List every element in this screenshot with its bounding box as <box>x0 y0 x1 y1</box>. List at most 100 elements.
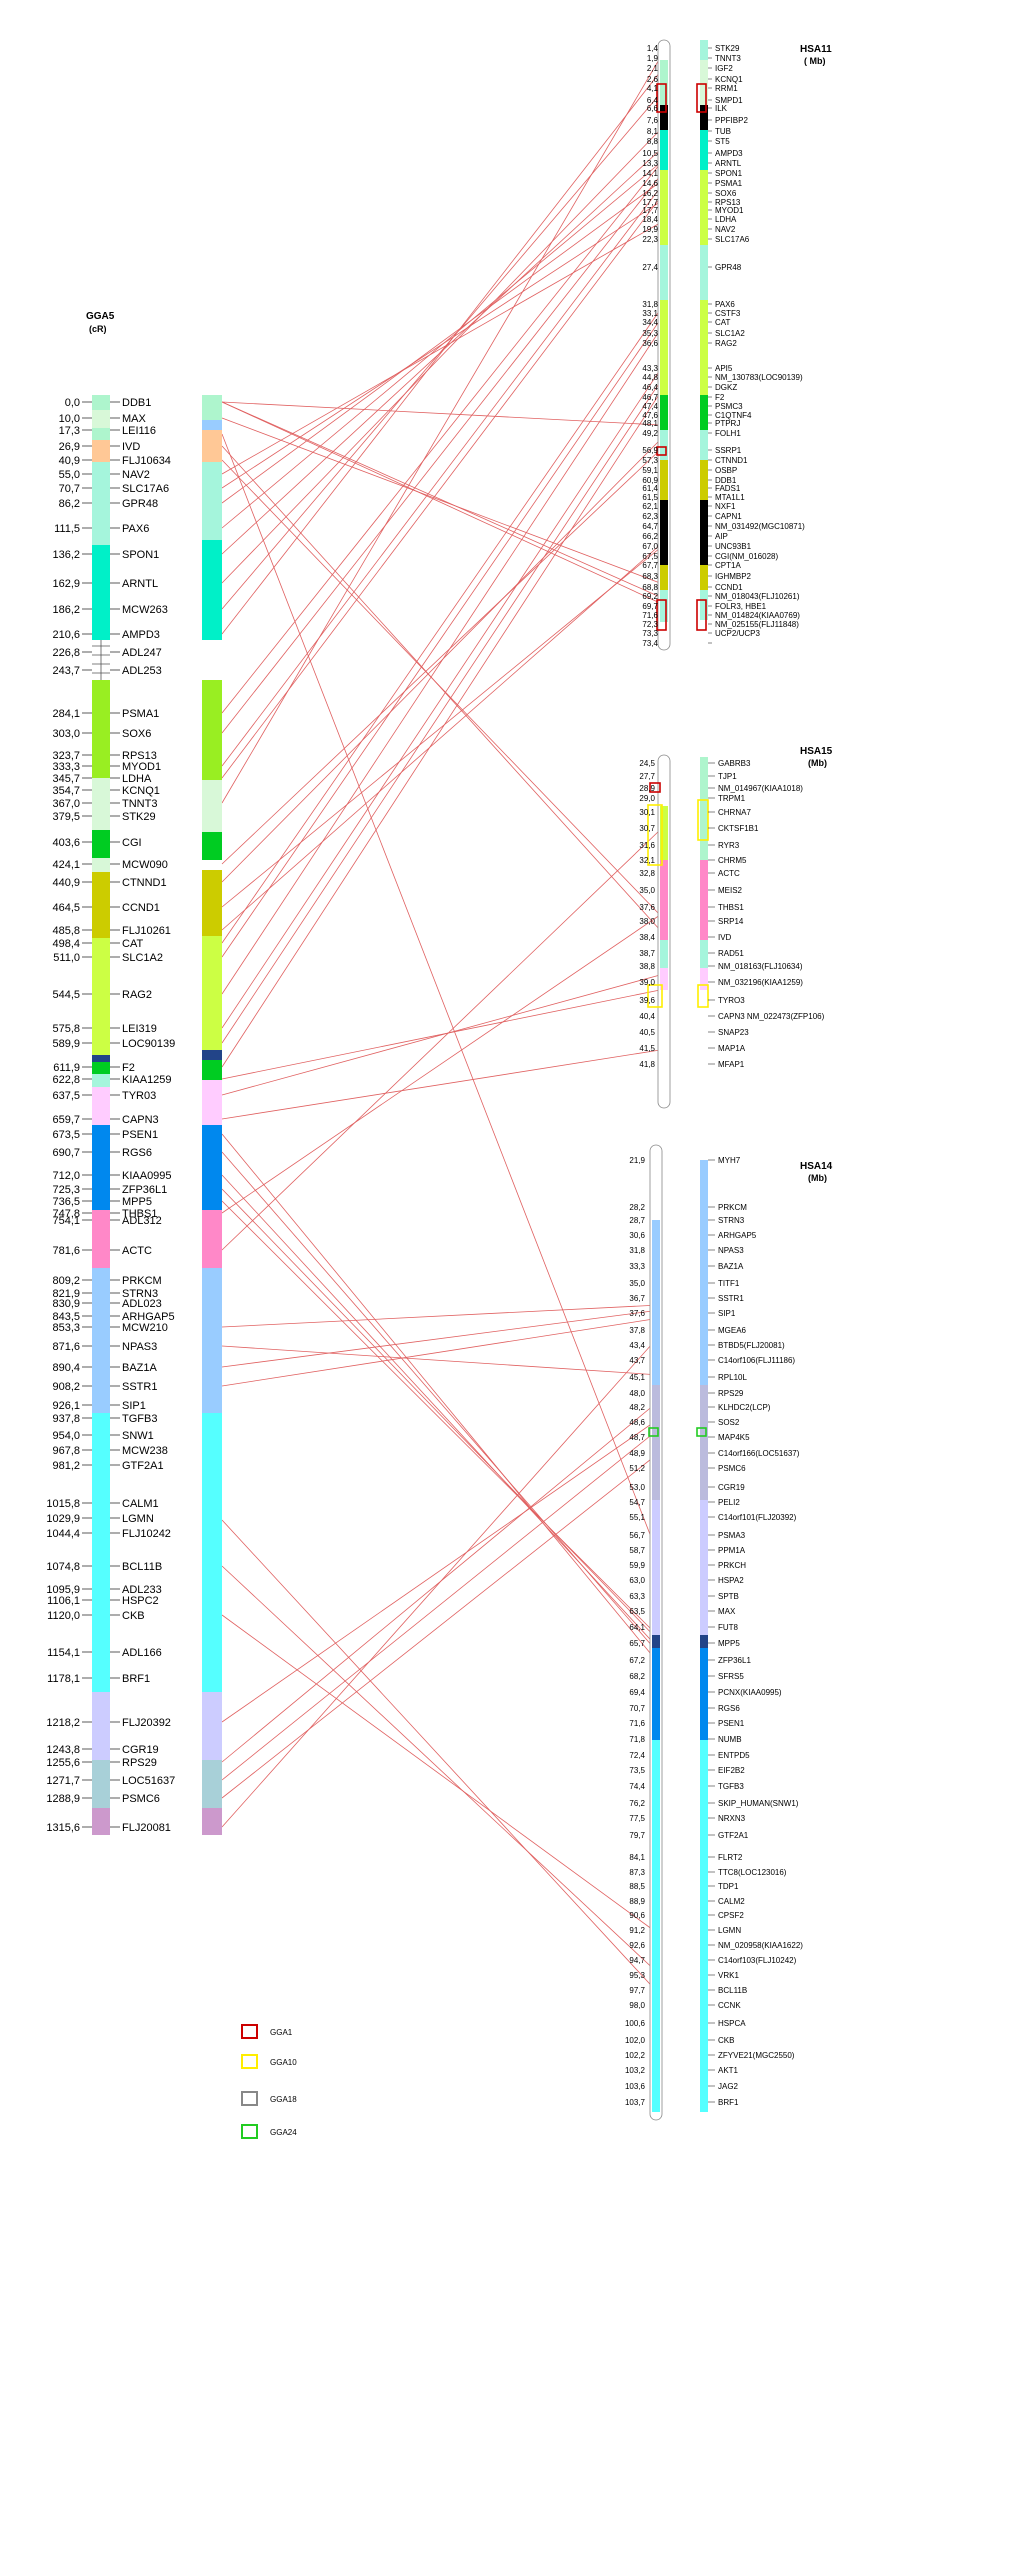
gga5-pos-adl166: 1154,1 <box>47 1647 80 1659</box>
gga5-marker-max: MAX <box>122 413 147 425</box>
hsa11-marker-cat: CAT <box>715 318 731 327</box>
gga5-segment <box>92 545 110 640</box>
gga5-bar <box>92 395 110 1835</box>
hsa11-marker-capn1: CAPN1 <box>715 512 742 521</box>
hsa15-segment <box>660 806 668 860</box>
gga5-marker-ckb: CKB <box>122 1610 145 1622</box>
connector-line <box>221 309 661 944</box>
gga5-marker-adl233: ADL233 <box>122 1584 162 1596</box>
hsa15-pos-chrna7: 30,1 <box>639 808 655 817</box>
connector-line <box>221 1188 661 1643</box>
hsa11-marker-spon1: SPON1 <box>715 169 743 178</box>
gga5-pos-flj10634: 40,9 <box>59 455 80 467</box>
hsa11-marker-ctnnd1: CTNND1 <box>715 456 748 465</box>
hsa14-marker-ccnk: CCNK <box>718 2001 741 2010</box>
gga5-marker-ccnd1: CCND1 <box>122 902 160 914</box>
hsa14-pos-max: 63,5 <box>629 1607 645 1616</box>
hsa15-homology-box <box>697 799 709 841</box>
gga5-marker-ampd3: AMPD3 <box>122 629 160 641</box>
connector-line <box>221 1200 661 1639</box>
gga5-segment <box>92 938 110 1055</box>
gga5-marker-slc17a6: SLC17A6 <box>122 483 169 495</box>
hsa15-pos-tjp1: 27,7 <box>639 772 655 781</box>
hsa11-marker-dgkz: DGKZ <box>715 383 737 392</box>
hsa11-marker-f2: F2 <box>715 393 725 402</box>
hsa11-marker-nm-130783-loc90139: NM_130783(LOC90139) <box>715 373 803 382</box>
gga5-pos-pax6: 111,5 <box>54 523 80 535</box>
hsa11-marker-api5: API5 <box>715 364 733 373</box>
hsa14-marker-gtf2a1: GTF2A1 <box>718 1831 749 1840</box>
gga5-marker-f2: F2 <box>122 1062 135 1074</box>
hsa15-chromosome: HSA15 (Mb) 24,5 GABRB3 27,7 TJP1 28,9 NM_0149… <box>639 746 833 1109</box>
gga5-segment <box>92 1125 110 1210</box>
gga5-marker-slc1a2: SLC1A2 <box>122 952 163 964</box>
gga5-marker-sstr1: SSTR1 <box>122 1381 157 1393</box>
connector-line <box>221 829 661 1251</box>
hsa14-pos-sip1: 37,6 <box>629 1309 645 1318</box>
gga5-marker-spon1: SPON1 <box>122 549 159 561</box>
hsa14-pos-mpp5: 65,7 <box>629 1639 645 1648</box>
gga5-marker-kcnq1: KCNQ1 <box>122 785 160 797</box>
connector-line <box>221 989 661 1080</box>
hsa15-pos-thbs1: 37,6 <box>639 903 655 912</box>
gga5-pos-loc90139: 589,9 <box>52 1038 80 1050</box>
hsa11-marker-unc93b1: UNC93B1 <box>715 542 752 551</box>
hsa14-marker-mpp5: MPP5 <box>718 1639 740 1648</box>
gga5-pos-kiaa1259: 622,8 <box>52 1074 80 1086</box>
hsa11-pos-arntl: 13,3 <box>642 159 658 168</box>
gga5-segment <box>92 1808 110 1835</box>
hsa14-pos-rgs6: 70,7 <box>629 1704 645 1713</box>
hsa11-pos-blank: 73,4 <box>642 639 658 648</box>
gga5-marker-lgmn: LGMN <box>122 1513 154 1525</box>
hsa14-marker-btbd5-flj20081: BTBD5(FLJ20081) <box>718 1341 785 1350</box>
hsa15-marker-gabrb3: GABRB3 <box>718 759 751 768</box>
hsa11-pos-ilk: 6,6 <box>647 104 659 113</box>
hsa14-pos-hspca: 100,6 <box>625 2019 646 2028</box>
hsa11-segment <box>660 540 668 565</box>
hsa15-homology-box <box>649 782 661 793</box>
hsa14-marker-c14orf106-flj11186: C14orf106(FLJ11186) <box>718 1356 795 1365</box>
connector-lines <box>221 57 661 1996</box>
hsa11-pos-nm-014824-kiaa0769: 71,6 <box>642 611 658 620</box>
gga5-pos-tyr03: 637,5 <box>52 1090 80 1102</box>
hsa11-labels: 1,4 STK29 1,9 TNNT3 2,1 IGF2 2,6 KCNQ1 4,1 RRM1 6,… <box>642 44 805 648</box>
hsa15-marker-map1a: MAP1A <box>718 1044 746 1053</box>
hsa14-pos-sos2: 48,6 <box>629 1418 645 1427</box>
hsa14-pos-sstr1: 36,7 <box>629 1294 645 1303</box>
gga5-pos-loc51637: 1271,7 <box>46 1775 80 1787</box>
hsa14-pos-c14orf166-loc51637: 48,9 <box>629 1449 645 1458</box>
gga5-segment-2 <box>202 680 222 780</box>
hsa15-homology-box <box>697 984 709 1008</box>
connector-line <box>221 974 661 1096</box>
gga5-marker-gtf2a1: GTF2A1 <box>122 1460 164 1472</box>
gga5-marker-prkcm: PRKCM <box>122 1275 162 1287</box>
hsa14-marker-prkcm: PRKCM <box>718 1203 747 1212</box>
hsa11-segment-right <box>700 590 708 620</box>
hsa11-pos-ampd3: 10,5 <box>642 149 658 158</box>
gga5-pos-slc1a2: 511,0 <box>53 952 80 964</box>
gga5-marker-baz1a: BAZ1A <box>122 1362 158 1374</box>
hsa15-segment-right <box>700 757 708 860</box>
connector-line <box>221 181 661 504</box>
gga5-pos-flj20392: 1218,2 <box>46 1717 80 1729</box>
hsa11-segment <box>660 500 668 540</box>
hsa14-segment <box>652 1648 660 1740</box>
gga5-segment <box>92 830 110 858</box>
hsa14-marker-hspa2: HSPA2 <box>718 1576 744 1585</box>
hsa14-labels: 21,9 MYH7 28,2 PRKCM 28,7 STRN3 30,6 ARHGAP5 31,… <box>625 1156 803 2107</box>
gga5-segment <box>92 512 110 545</box>
hsa11-pos-rps13: 17,7 <box>642 198 658 207</box>
hsa14-marker-sfrs5: SFRS5 <box>718 1672 744 1681</box>
hsa14-pos-pcnx-kiaa0995: 69,4 <box>629 1688 645 1697</box>
hsa11-pos-nm-018043-flj10261: 69,2 <box>642 592 658 601</box>
hsa14-marker-tgfb3: TGFB3 <box>718 1782 744 1791</box>
legend-item-gga10: GGA10 <box>241 2054 297 2069</box>
hsa14-pos-psmc6: 51,2 <box>629 1464 645 1473</box>
hsa15-pos-nm-032196-kiaa1259: 39,0 <box>639 978 655 987</box>
hsa11-marker-gpr48: GPR48 <box>715 263 742 272</box>
hsa15-pos-srp14: 38,0 <box>639 917 655 926</box>
gga5-marker-flj20392: FLJ20392 <box>122 1717 171 1729</box>
hsa14-pos-c14orf103-flj10242: 94,7 <box>629 1956 645 1965</box>
hsa11-marker-slc17a6: SLC17A6 <box>715 235 750 244</box>
hsa11-homology-box <box>696 599 707 631</box>
